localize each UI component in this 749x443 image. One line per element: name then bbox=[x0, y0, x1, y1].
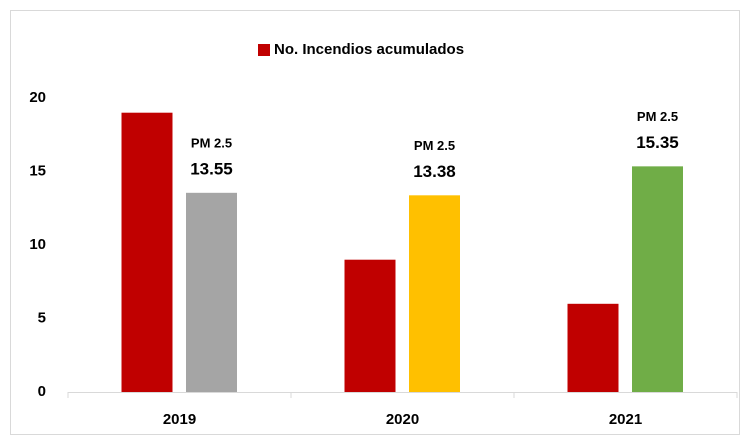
bar bbox=[344, 259, 396, 392]
y-tick-label: 20 bbox=[29, 89, 46, 106]
bar bbox=[632, 166, 683, 392]
legend-swatch bbox=[258, 44, 270, 56]
bar bbox=[121, 112, 173, 392]
annotation: PM 2.5 bbox=[637, 109, 678, 124]
legend-label: No. Incendios acumulados bbox=[274, 41, 464, 58]
y-tick-label: 15 bbox=[29, 162, 46, 179]
y-tick-label: 0 bbox=[38, 383, 46, 400]
bar bbox=[567, 303, 619, 392]
data-label: 13.38 bbox=[413, 162, 456, 181]
bar bbox=[186, 192, 237, 392]
x-tick-label: 2020 bbox=[386, 411, 419, 428]
x-tick-label: 2019 bbox=[163, 411, 196, 428]
data-label: 15.35 bbox=[636, 133, 679, 152]
bar bbox=[409, 195, 460, 392]
y-tick-label: 10 bbox=[29, 236, 46, 253]
annotation: PM 2.5 bbox=[191, 135, 232, 150]
x-tick-label: 2021 bbox=[609, 411, 642, 428]
y-tick-label: 5 bbox=[38, 309, 46, 326]
data-label: 13.55 bbox=[190, 159, 233, 178]
annotation: PM 2.5 bbox=[414, 138, 455, 153]
